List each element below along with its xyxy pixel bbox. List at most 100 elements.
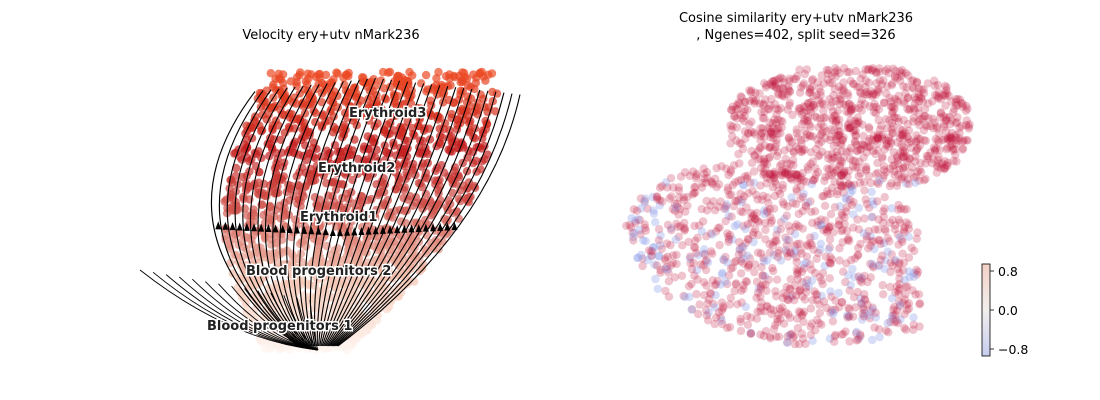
velocity-cell-point	[257, 200, 267, 209]
velocity-arrowhead	[394, 225, 401, 234]
velocity-cell-point	[304, 74, 313, 84]
cosine-cell-point	[756, 143, 765, 152]
cosine-cell-point	[748, 186, 757, 195]
velocity-cell-point	[225, 184, 234, 193]
cosine-cell-point	[708, 249, 717, 258]
cosine-cell-point	[796, 173, 806, 182]
cosine-cell-point	[636, 250, 646, 260]
cosine-cell-point	[873, 86, 882, 95]
cosine-cell-point	[663, 220, 673, 230]
velocity-cell-point	[312, 251, 322, 260]
cosine-cell-point	[677, 271, 687, 280]
cosine-cell-point	[781, 308, 790, 317]
cosine-panel: Cosine similarity ery+utv nMark236 , Nge…	[622, 11, 1028, 357]
cosine-cell-point	[641, 237, 650, 246]
cosine-cell-point	[839, 63, 849, 73]
cosine-cell-point	[865, 143, 874, 152]
velocity-cell-point	[368, 93, 377, 103]
velocity-cell-point	[369, 75, 378, 84]
cosine-cell-point	[782, 282, 791, 292]
velocity-cell-point	[432, 74, 441, 83]
cosine-cell-point	[929, 124, 938, 133]
cosine-cell-point	[785, 101, 794, 110]
cosine-cell-point	[949, 156, 958, 166]
cosine-cell-point	[735, 99, 744, 109]
cosine-cell-point	[767, 216, 777, 225]
cosine-cell-point	[702, 206, 712, 215]
colorbar: 0.8 0.0 −0.8	[981, 263, 1028, 357]
cosine-cell-point	[851, 138, 860, 147]
cosine-cell-point	[859, 131, 868, 141]
cosine-cell-point	[773, 115, 783, 124]
cosine-cell-point	[762, 179, 771, 188]
cosine-cell-point	[816, 239, 825, 248]
velocity-cell-point	[471, 156, 481, 166]
cosine-cell-point	[869, 263, 878, 272]
cosine-cell-point	[798, 310, 807, 319]
cosine-cell-point	[942, 145, 951, 154]
cosine-cell-point	[792, 184, 801, 194]
cosine-cell-point	[916, 168, 926, 177]
cosine-cell-point	[681, 207, 690, 216]
cosine-cell-point	[819, 100, 828, 109]
cosine-cell-point	[821, 113, 830, 122]
cosine-cell-point	[737, 93, 746, 102]
cosine-cell-point	[738, 195, 747, 205]
cosine-cell-point	[856, 331, 865, 341]
cosine-cell-point	[891, 257, 900, 266]
cosine-cell-point	[875, 236, 884, 245]
cosine-cell-point	[832, 147, 841, 157]
velocity-cell-point	[355, 199, 365, 208]
cosine-cell-point	[788, 110, 797, 120]
cosine-cell-point	[699, 261, 708, 270]
cosine-cell-point	[835, 244, 844, 253]
cosine-cell-point	[801, 339, 810, 349]
cosine-cell-point	[819, 106, 828, 116]
cosine-cell-point	[790, 241, 799, 251]
velocity-cell-point	[462, 98, 472, 107]
cosine-cell-point	[792, 72, 802, 81]
velocity-cell-point	[374, 242, 384, 251]
cosine-cell-point	[780, 92, 789, 101]
cosine-cell-point	[846, 188, 855, 197]
cosine-cell-point	[856, 169, 865, 178]
velocity-cell-point	[255, 121, 264, 130]
cosine-cell-point	[912, 78, 922, 87]
cosine-cell-point	[735, 159, 744, 168]
cosine-cell-point	[708, 230, 717, 239]
cosine-cell-point	[805, 131, 814, 140]
cosine-cell-point	[653, 284, 662, 293]
cosine-cell-point	[920, 136, 929, 145]
cosine-cell-point	[664, 292, 674, 301]
cosine-cell-point	[787, 329, 796, 338]
cosine-cell-point	[684, 237, 693, 247]
cosine-cell-point	[912, 234, 921, 243]
velocity-cell-point	[390, 91, 399, 100]
cosine-cell-point	[855, 178, 865, 188]
velocity-cell-point	[274, 74, 284, 83]
cosine-cell-point	[797, 249, 806, 258]
velocity-cell-point	[245, 157, 254, 166]
velocity-cell-point	[265, 151, 274, 161]
cosine-cell-point	[796, 147, 805, 156]
velocity-cell-point	[365, 102, 374, 111]
velocity-cell-point	[342, 341, 352, 350]
cosine-cell-point	[803, 112, 813, 122]
cosine-cell-point	[897, 235, 906, 244]
cosine-cell-point	[907, 243, 916, 252]
cluster-label-erythroid1: Erythroid1	[300, 210, 377, 225]
cosine-cell-point	[900, 310, 909, 319]
velocity-arrowhead	[215, 221, 222, 230]
colorbar-gradient	[981, 263, 991, 357]
cosine-cell-point	[629, 236, 638, 245]
cosine-cell-point	[690, 221, 699, 231]
cosine-cell-point	[918, 97, 928, 106]
cosine-cell-point	[839, 86, 849, 95]
cluster-label-erythroid2: Erythroid2	[318, 161, 395, 176]
cosine-cell-point	[728, 181, 737, 190]
cosine-cell-point	[717, 162, 726, 171]
velocity-cell-point	[287, 249, 297, 258]
cosine-cell-point	[774, 186, 783, 195]
cosine-cell-point	[812, 90, 821, 100]
cosine-cell-point	[789, 147, 798, 156]
